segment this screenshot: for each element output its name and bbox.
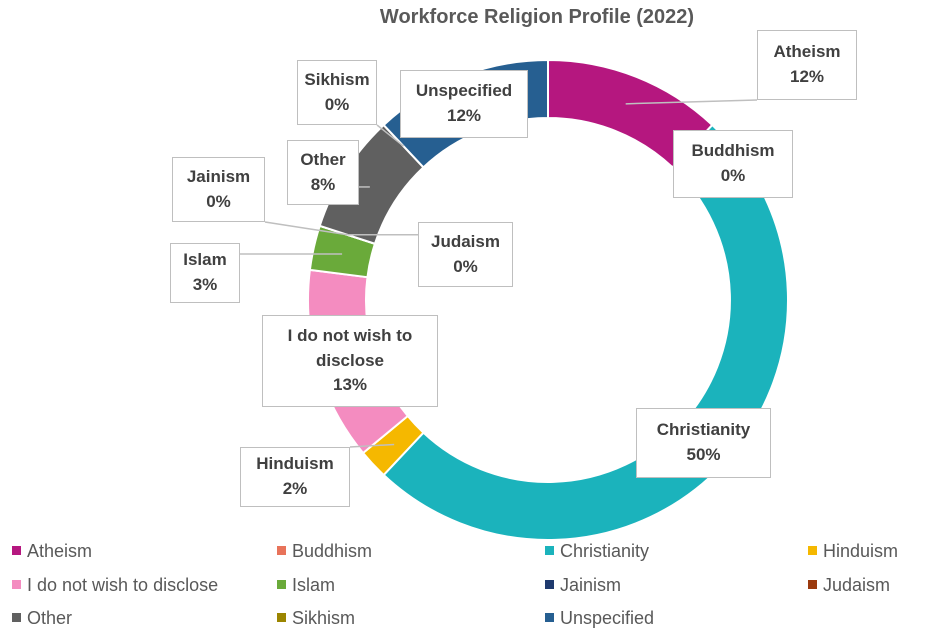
- legend-label: Christianity: [560, 541, 650, 561]
- legend-label: Islam: [292, 575, 336, 595]
- legend-item: I do not wish to disclose: [12, 575, 218, 596]
- data-label: Other 8%: [287, 140, 359, 205]
- legend-swatch: [545, 613, 554, 622]
- data-label-value: 8%: [310, 174, 336, 194]
- legend-label: Hinduism: [823, 541, 899, 561]
- legend-item: Judaism: [808, 575, 890, 596]
- legend-item: Buddhism: [277, 541, 372, 562]
- data-label-value: 12%: [446, 106, 482, 125]
- data-label-name: Judaism: [431, 231, 500, 251]
- data-label-value: 13%: [332, 375, 368, 395]
- data-label-value: 2%: [282, 479, 308, 498]
- legend-swatch: [12, 546, 21, 555]
- data-label-value: 0%: [324, 94, 350, 114]
- legend-label: I do not wish to disclose: [27, 575, 219, 595]
- legend-swatch: [545, 580, 554, 589]
- leader-line: [625, 99, 758, 105]
- data-label-name: Other: [300, 149, 346, 169]
- leader-line: [349, 443, 395, 448]
- legend-swatch: [12, 613, 21, 622]
- data-label: Sikhism 0%: [297, 60, 377, 125]
- leader-line: [264, 221, 348, 236]
- legend-swatch: [277, 580, 286, 589]
- legend-label: Buddhism: [292, 541, 373, 561]
- legend-item: Christianity: [545, 541, 649, 562]
- data-label-name: Islam: [183, 250, 227, 270]
- data-label: Unspecified 12%: [400, 70, 528, 138]
- data-label: Jainism 0%: [172, 157, 265, 222]
- data-label-name: Sikhism: [304, 69, 370, 89]
- legend-item: Unspecified: [545, 608, 654, 629]
- legend-item: Hinduism: [808, 541, 898, 562]
- data-label: Hinduism 2%: [240, 447, 350, 507]
- data-label-value: 0%: [206, 191, 231, 211]
- legend-swatch: [808, 580, 817, 589]
- data-label-value: 50%: [686, 445, 721, 464]
- legend-swatch: [277, 546, 286, 555]
- data-label: Judaism 0%: [418, 222, 513, 287]
- legend-label: Jainism: [560, 575, 622, 595]
- chart-title: Workforce Religion Profile (2022): [379, 6, 695, 28]
- legend-item: Jainism: [545, 575, 621, 596]
- legend-swatch: [12, 580, 21, 589]
- data-label-name: Christianity: [656, 420, 751, 440]
- data-label-value: 0%: [720, 166, 746, 185]
- data-label: I do not wish to disclose 13%: [262, 315, 438, 407]
- legend-swatch: [545, 546, 554, 555]
- legend-item: Sikhism: [277, 608, 355, 629]
- legend-item: Atheism: [12, 541, 92, 562]
- data-label-name: I do not wish to disclose: [287, 326, 413, 370]
- legend-swatch: [277, 613, 286, 622]
- data-label: Buddhism 0%: [673, 130, 793, 198]
- data-label-value: 12%: [789, 67, 825, 86]
- data-label-value: 3%: [192, 275, 218, 294]
- legend-label: Atheism: [27, 541, 93, 561]
- legend-item: Islam: [277, 575, 335, 596]
- leader-line: [376, 124, 405, 147]
- data-label: Atheism 12%: [757, 30, 857, 100]
- legend-swatch: [808, 546, 817, 555]
- data-label-name: Jainism: [186, 166, 251, 186]
- legend-item: Other: [12, 608, 72, 629]
- data-label: Islam 3%: [170, 243, 240, 303]
- legend-label: Judaism: [823, 575, 891, 595]
- data-label: Christianity 50%: [636, 408, 771, 478]
- data-label-name: Unspecified: [415, 81, 513, 101]
- legend-label: Unspecified: [560, 608, 655, 628]
- data-label-value: 0%: [453, 256, 478, 276]
- data-label-name: Buddhism: [691, 141, 775, 161]
- data-label-name: Atheism: [773, 42, 841, 62]
- legend-label: Other: [27, 608, 73, 628]
- data-label-name: Hinduism: [256, 454, 334, 474]
- legend-label: Sikhism: [292, 608, 356, 628]
